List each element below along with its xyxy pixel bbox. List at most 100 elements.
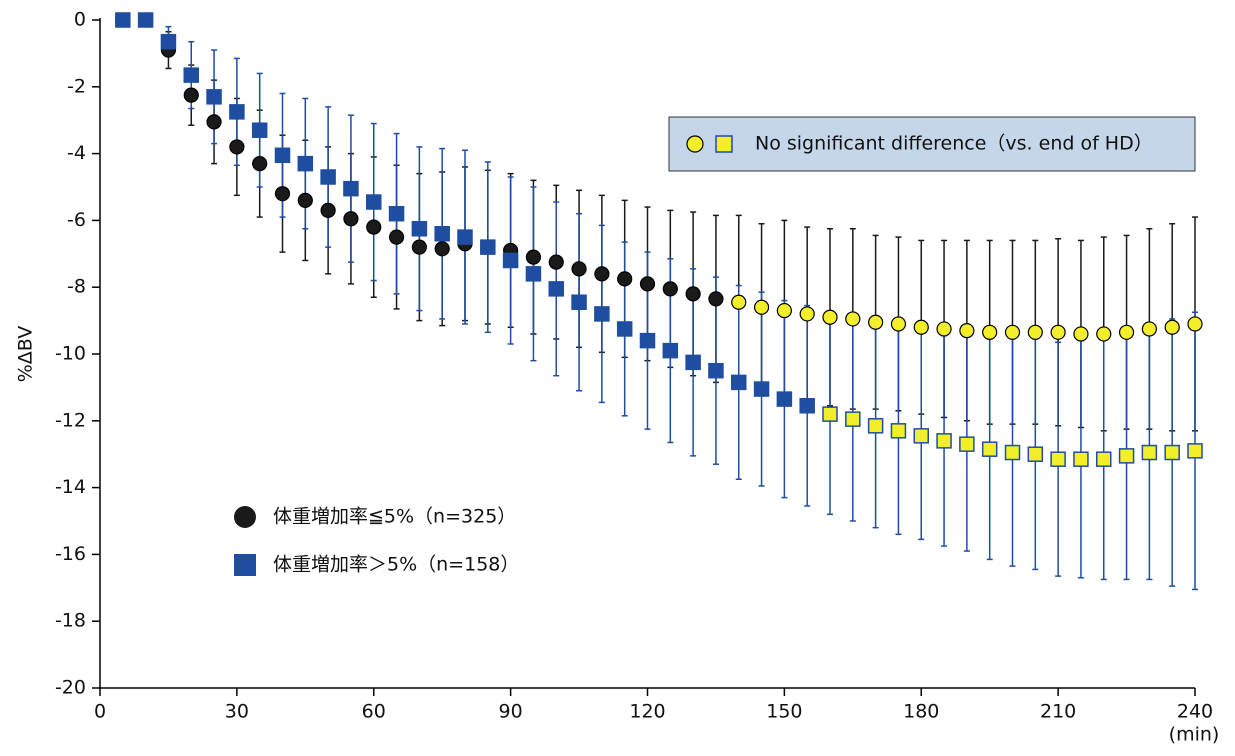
- point: [685, 286, 701, 302]
- point: [1027, 446, 1044, 462]
- y-tick-label: -14: [55, 476, 86, 498]
- point: [936, 321, 952, 337]
- y-axis-label: %ΔBV: [15, 326, 37, 383]
- point: [845, 311, 861, 327]
- point: [753, 381, 770, 397]
- y-tick-label: 0: [74, 9, 86, 31]
- y-tick-label: -2: [67, 75, 86, 97]
- legend-label: 体重増加率＞5%（n=158）: [273, 554, 519, 576]
- point: [1164, 319, 1180, 335]
- legend-marker: [234, 554, 256, 576]
- point: [160, 33, 177, 50]
- x-tick-label: 60: [362, 701, 386, 723]
- y-tick-label: -16: [55, 543, 86, 565]
- point: [366, 194, 382, 210]
- y-tick-label: -8: [67, 276, 86, 298]
- point: [867, 418, 884, 434]
- point: [890, 316, 907, 332]
- point: [913, 319, 929, 335]
- point: [183, 87, 199, 103]
- point: [320, 202, 336, 218]
- x-axis-label: (min): [1169, 724, 1220, 746]
- point: [639, 332, 656, 349]
- point: [685, 354, 701, 371]
- point: [822, 406, 838, 422]
- point: [982, 324, 998, 340]
- point: [753, 299, 770, 315]
- x-tick-label: 150: [766, 701, 802, 723]
- point: [1073, 326, 1089, 342]
- point: [434, 226, 450, 242]
- point: [1004, 444, 1021, 461]
- point: [229, 139, 245, 155]
- point: [1164, 444, 1180, 461]
- point: [845, 411, 861, 427]
- x-tick-label: 240: [1177, 701, 1213, 723]
- annotation-box: [668, 116, 1196, 172]
- point: [320, 169, 336, 185]
- point: [343, 211, 359, 227]
- point: [548, 281, 564, 297]
- point: [616, 321, 633, 337]
- point: [639, 276, 656, 292]
- point: [799, 306, 815, 322]
- point: [594, 266, 610, 282]
- point: [890, 423, 907, 439]
- point: [297, 155, 314, 172]
- point: [571, 294, 587, 310]
- point: [502, 252, 519, 269]
- point: [662, 281, 678, 297]
- point: [548, 254, 564, 270]
- point: [525, 249, 542, 265]
- point: [1096, 326, 1112, 342]
- point: [1050, 451, 1066, 467]
- point: [1118, 448, 1135, 464]
- point: [115, 12, 131, 28]
- point: [617, 271, 633, 287]
- point: [274, 147, 291, 164]
- point: [1050, 324, 1066, 340]
- annotation-circle: [686, 135, 704, 153]
- point: [731, 374, 747, 391]
- point: [388, 205, 405, 222]
- point: [252, 156, 268, 172]
- point: [434, 241, 450, 257]
- point: [411, 239, 427, 255]
- point: [1027, 324, 1043, 340]
- legend-marker: [234, 506, 256, 528]
- y-tick-label: -6: [67, 209, 86, 231]
- y-tick-label: -12: [55, 409, 86, 431]
- point: [959, 323, 975, 339]
- point: [594, 306, 610, 322]
- point: [206, 114, 222, 130]
- point: [1004, 324, 1021, 340]
- point: [822, 309, 838, 325]
- point: [1118, 324, 1135, 340]
- point: [1141, 444, 1158, 461]
- point: [137, 12, 154, 28]
- point: [183, 67, 199, 83]
- point: [251, 122, 268, 138]
- annotation-square: [715, 135, 733, 153]
- y-tick-label: -10: [55, 343, 86, 365]
- point: [1073, 451, 1089, 467]
- y-tick-label: -18: [55, 610, 86, 632]
- point: [936, 433, 952, 449]
- point: [206, 89, 222, 105]
- point: [959, 436, 975, 452]
- point: [662, 342, 679, 359]
- legend-label: 体重増加率≦5%（n=325）: [273, 506, 516, 528]
- x-tick-label: 30: [225, 701, 249, 723]
- point: [571, 261, 587, 277]
- y-tick-label: -4: [67, 142, 86, 164]
- point: [1187, 443, 1203, 459]
- point: [343, 180, 359, 197]
- point: [1141, 321, 1157, 337]
- point: [274, 186, 291, 202]
- x-tick-label: 0: [94, 701, 106, 723]
- point: [913, 428, 929, 444]
- point: [1096, 451, 1112, 467]
- point: [480, 239, 496, 255]
- x-tick-label: 90: [499, 701, 523, 723]
